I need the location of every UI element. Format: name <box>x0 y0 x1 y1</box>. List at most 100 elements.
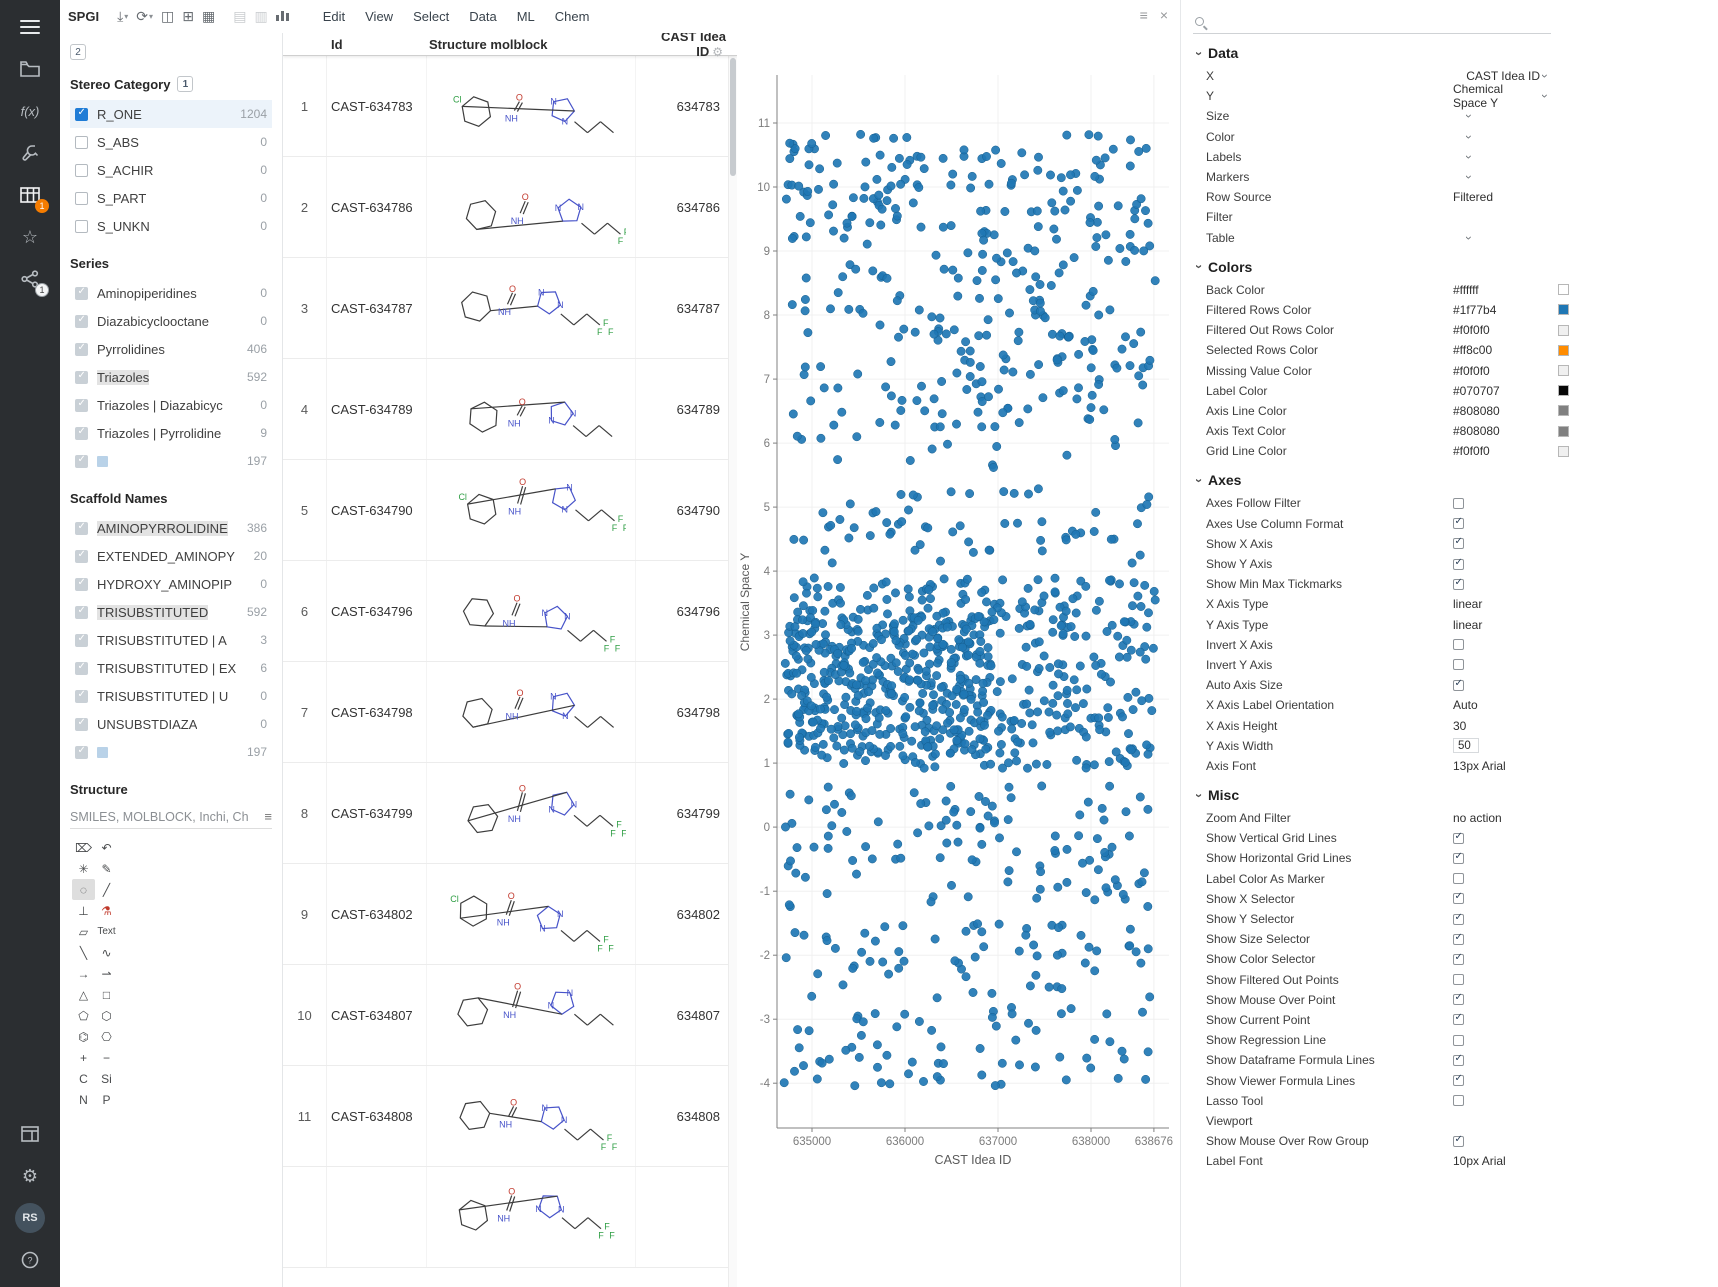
filter-checkbox[interactable] <box>75 426 88 440</box>
filter-item[interactable]: Diazabicyclooctane 0 <box>70 307 272 335</box>
cast-idea-id-cell[interactable]: 634786 <box>676 199 720 215</box>
id-cell[interactable]: CAST-634789 <box>327 359 427 459</box>
property-checkbox[interactable] <box>1453 516 1464 530</box>
filter-item[interactable]: S_UNKN 0 <box>70 212 272 240</box>
retro-arrow-icon[interactable]: ⇀ <box>101 966 112 981</box>
filter-checkbox[interactable] <box>75 107 88 121</box>
help-button[interactable]: ? <box>7 1239 53 1281</box>
row-number-cell[interactable]: 10 <box>283 965 327 1065</box>
settings-button[interactable]: ⚙ <box>7 1155 53 1197</box>
section-header-colors[interactable]: › Colors <box>1192 254 1718 280</box>
filter-item[interactable]: Triazoles | Pyrrolidine 9 <box>70 419 272 447</box>
share-button[interactable]: 1 <box>7 258 53 300</box>
viewer-menu-icon[interactable]: ≡ <box>1139 7 1148 23</box>
filter-item[interactable]: S_PART 0 <box>70 184 272 212</box>
table-row[interactable]: O N N F F F NH <box>283 1167 737 1268</box>
atom-p[interactable]: P <box>102 1092 111 1107</box>
property-checkbox[interactable] <box>1453 831 1464 844</box>
filter-item[interactable]: TRISUBSTITUTED | A 3 <box>70 626 272 654</box>
projects-button[interactable] <box>7 48 53 90</box>
square-ring-icon[interactable]: □ <box>102 987 111 1002</box>
property-checkbox[interactable] <box>1453 1034 1464 1046</box>
row-number-cell[interactable]: 5 <box>283 460 327 560</box>
row-number-cell[interactable]: 7 <box>283 662 327 762</box>
property-input[interactable]: 50 <box>1453 738 1479 754</box>
cast-idea-id-cell[interactable]: 634790 <box>676 502 720 518</box>
property-checkbox[interactable] <box>1453 912 1464 925</box>
filter-item[interactable]: TRISUBSTITUTED | EX 6 <box>70 654 272 682</box>
color-swatch[interactable] <box>1558 425 1569 437</box>
sync-icon[interactable]: ⟳ ▾ <box>136 8 154 24</box>
filter-checkbox[interactable] <box>75 219 88 233</box>
cast-idea-id-cell[interactable]: 634783 <box>676 98 720 114</box>
property-select[interactable]: › <box>1462 154 1476 159</box>
color-swatch[interactable] <box>1558 304 1569 316</box>
grid-scrollbar[interactable] <box>728 56 737 1287</box>
table-row[interactable]: 3 CAST-634787 O N N F F F NH 634787 <box>283 258 737 359</box>
molecule-structure[interactable]: O N N Cl NH <box>427 56 636 156</box>
color-swatch[interactable] <box>1558 385 1569 397</box>
color-hex-value[interactable]: #1f77b4 <box>1453 302 1497 317</box>
filter-item[interactable]: R_ONE 1204 <box>70 100 272 128</box>
menu-chem[interactable]: Chem <box>554 9 590 24</box>
table-row[interactable]: 6 CAST-634796 O N N F F F NH 634796 <box>283 561 737 662</box>
menu-edit[interactable]: Edit <box>322 9 346 24</box>
filter-checkbox[interactable] <box>75 135 88 149</box>
color-hex-value[interactable]: #ff8c00 <box>1453 343 1493 358</box>
add-viewer-icon[interactable] <box>272 7 293 23</box>
property-value[interactable]: Filtered <box>1453 190 1494 205</box>
id-cell[interactable]: CAST-634783 <box>327 56 427 156</box>
molecule-structure[interactable]: O N N NH <box>427 662 636 762</box>
filter-checkbox[interactable] <box>75 717 88 731</box>
property-checkbox[interactable] <box>1453 1095 1464 1107</box>
property-checkbox[interactable] <box>1453 851 1464 864</box>
id-cell[interactable]: CAST-634786 <box>327 157 427 257</box>
property-checkbox[interactable] <box>1453 873 1464 885</box>
id-cell[interactable]: CAST-634808 <box>327 1066 427 1166</box>
menu-view[interactable]: View <box>365 9 394 24</box>
property-checkbox[interactable] <box>1453 659 1464 671</box>
layout-tile-icon[interactable]: ▦ <box>202 8 216 24</box>
row-number-cell[interactable]: 4 <box>283 359 327 459</box>
table-row[interactable]: 9 CAST-634802 O N N F F F Cl NH 634802 <box>283 864 737 965</box>
property-checkbox[interactable] <box>1453 992 1464 1006</box>
property-select[interactable]: CAST Idea ID › <box>1466 69 1552 83</box>
filter-checkbox[interactable] <box>75 398 88 412</box>
cast-idea-id-cell[interactable]: 634796 <box>676 603 720 619</box>
filter-item[interactable]: S_ACHIR 0 <box>70 156 272 184</box>
property-checkbox[interactable] <box>1453 1012 1464 1026</box>
molecule-structure[interactable]: O N N NH <box>427 359 636 459</box>
color-hex-value[interactable]: #808080 <box>1453 403 1500 418</box>
arrow-icon[interactable]: → <box>77 966 90 981</box>
cast-idea-id-cell[interactable]: 634787 <box>676 300 720 316</box>
column-header[interactable]: Structure molblock <box>429 36 548 52</box>
filter-item[interactable]: AMINOPYRROLIDINE 386 <box>70 514 272 542</box>
property-checkbox[interactable] <box>1453 497 1464 509</box>
table-row[interactable]: 8 CAST-634799 O N N F F F NH 634799 <box>283 763 737 864</box>
property-select[interactable]: Chemical Space Y › <box>1453 82 1552 110</box>
filter-checkbox[interactable] <box>75 549 88 563</box>
color-hex-value[interactable]: #070707 <box>1453 383 1500 398</box>
cast-idea-id-cell[interactable]: 634799 <box>676 805 720 821</box>
row-number-cell[interactable]: 2 <box>283 157 327 257</box>
grid-scrollbar-thumb[interactable] <box>730 58 736 176</box>
column-header[interactable]: CAST Idea ID ⚙ <box>660 33 726 59</box>
filter-item[interactable]: HYDROXY_AMINOPIP 0 <box>70 570 272 598</box>
color-hex-value[interactable]: #f0f0f0 <box>1453 363 1490 378</box>
color-hex-value[interactable]: #f0f0f0 <box>1453 444 1490 459</box>
property-value[interactable]: linear <box>1453 597 1483 612</box>
color-swatch[interactable] <box>1558 324 1569 336</box>
filter-item[interactable]: TRISUBSTITUTED 592 <box>70 598 272 626</box>
pentagon-ring-icon[interactable]: ⬠ <box>78 1008 89 1023</box>
table-row[interactable]: 11 CAST-634808 O N N F F F NH 634808 <box>283 1066 737 1167</box>
benzene-icon[interactable]: ⌬ <box>78 1029 89 1044</box>
filter-item[interactable]: Triazoles 592 <box>70 363 272 391</box>
table-row[interactable]: 10 CAST-634807 O N N NH 634807 <box>283 965 737 1066</box>
property-checkbox[interactable] <box>1453 1053 1464 1066</box>
property-value[interactable]: linear <box>1453 617 1483 632</box>
viewer-close-icon[interactable]: × <box>1159 7 1168 23</box>
filter-item[interactable]: Pyrrolidines 406 <box>70 335 272 363</box>
hexagon-ring-icon[interactable]: ⬡ <box>101 1008 112 1023</box>
property-checkbox[interactable] <box>1453 1073 1464 1087</box>
